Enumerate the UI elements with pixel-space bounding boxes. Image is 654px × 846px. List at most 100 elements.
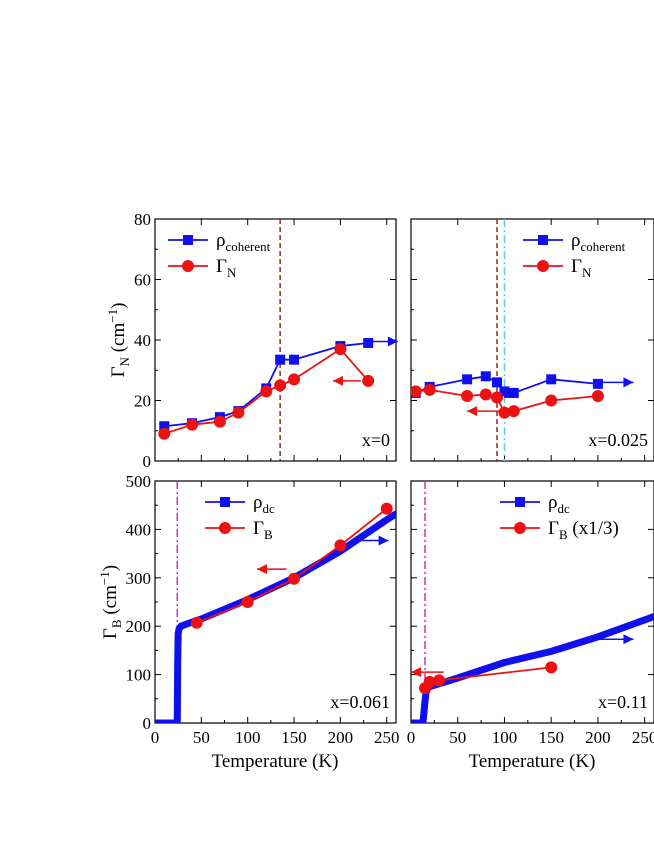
legend-entry: ρcoherent [523, 230, 626, 254]
data-point-circle [190, 616, 203, 629]
composition-label: x=0.025 [588, 430, 648, 450]
data-point-square [384, 517, 389, 522]
y-tick-label: 500 [126, 472, 152, 491]
legend-label: ρdc [548, 492, 570, 516]
x-tick-label: 250 [632, 728, 654, 747]
data-point-circle [288, 572, 301, 585]
x-tick-label: 250 [374, 728, 400, 747]
data-point-square [159, 421, 170, 432]
data-point-square [595, 634, 601, 640]
composition-label: x=0.061 [330, 692, 390, 712]
legend-label: ΓB (x1/3) [548, 518, 619, 542]
arrow-blue [597, 377, 634, 388]
data-point-circle [380, 502, 393, 515]
data-point-square [176, 626, 182, 631]
data-point-square [289, 354, 300, 365]
y-tick-label: 200 [126, 617, 152, 636]
data-point-circle [545, 394, 558, 407]
legend-marker [515, 497, 525, 507]
y-tick-label: 100 [126, 666, 152, 685]
data-point-square [413, 720, 418, 723]
data-point-square [393, 511, 396, 517]
arrow-blue [354, 535, 389, 546]
legend-entry: ΓN [523, 256, 592, 280]
data-point-circle [479, 388, 492, 401]
legend-label: ρcoherent [571, 230, 626, 254]
data-point-square [421, 708, 427, 714]
y-tick-label: 20 [134, 392, 151, 411]
legend-marker [182, 260, 194, 272]
y-tick-label: 300 [126, 569, 152, 588]
legend-label: ΓN [216, 256, 237, 280]
legend-marker [220, 497, 230, 507]
data-point-square [175, 657, 180, 663]
data-point-square [480, 371, 491, 382]
data-point-square [185, 621, 190, 626]
arrow-red [467, 406, 505, 417]
x-tick-label: 200 [328, 728, 354, 747]
data-point-circle [288, 373, 301, 386]
data-point-square [175, 631, 181, 636]
y-tick-label: 0 [143, 452, 152, 471]
legend-entry: ρcoherent [168, 230, 271, 254]
data-point-circle [498, 406, 511, 419]
data-point-circle [490, 391, 503, 404]
data-point-square [420, 718, 426, 723]
x-tick-label: 200 [585, 728, 611, 747]
y-tick-label: 400 [126, 520, 152, 539]
plot-area [411, 613, 654, 723]
data-point-circle [186, 418, 199, 431]
data-point-circle [423, 383, 436, 396]
x-axis-label-right: Temperature (K) [469, 751, 596, 772]
x-tick-label: 100 [492, 728, 518, 747]
y-tick-label: 0 [143, 714, 152, 733]
data-point-circle [213, 415, 226, 428]
data-point-square [508, 387, 519, 398]
data-point-circle [433, 674, 446, 687]
data-point-circle [362, 374, 375, 387]
plot-area [411, 371, 604, 419]
x-tick-label: 150 [281, 728, 307, 747]
data-point-square [548, 649, 554, 654]
composition-label: x=0.11 [598, 692, 648, 712]
legend-entry: ρdc [500, 492, 570, 516]
y-tick-label: 80 [134, 210, 151, 229]
data-point-circle [334, 539, 347, 552]
svg-text:ΓB (cm−1): ΓB (cm−1) [97, 565, 124, 639]
composition-label: x=0 [362, 430, 390, 450]
data-point-circle [334, 343, 347, 356]
x-tick-label: 0 [407, 728, 416, 747]
data-point-circle [241, 596, 254, 608]
legend-marker [538, 235, 548, 245]
data-point-square [175, 720, 180, 723]
bottom-y-axis-label: ΓB (cm−1) [97, 565, 124, 639]
data-point-circle [274, 379, 287, 392]
data-point-square [422, 699, 428, 704]
data-point-circle [411, 385, 422, 398]
x-tick-label: 100 [235, 728, 261, 747]
arrow-blue [368, 336, 398, 347]
plot-frame [410, 218, 654, 462]
top-y-axis-label: ΓN (cm−1) [105, 303, 132, 378]
data-point-circle [158, 427, 171, 440]
x-axis-label-left: Temperature (K) [212, 751, 339, 772]
legend-label: ρdc [253, 492, 275, 516]
legend-marker [514, 522, 526, 534]
data-point-circle [545, 661, 558, 674]
data-point-square [199, 616, 204, 622]
data-point-square [651, 614, 654, 619]
svg-text:ΓN (cm−1): ΓN (cm−1) [105, 303, 132, 378]
x-tick-label: 50 [193, 728, 210, 747]
data-point-square [275, 354, 286, 365]
data-point-circle [591, 389, 604, 402]
data-point-square [178, 624, 184, 629]
data-point-square [491, 377, 502, 388]
legend-entry: ρdc [205, 492, 275, 516]
x-tick-label: 0 [151, 728, 160, 747]
data-point-circle [507, 405, 520, 418]
plot-area [158, 338, 375, 440]
